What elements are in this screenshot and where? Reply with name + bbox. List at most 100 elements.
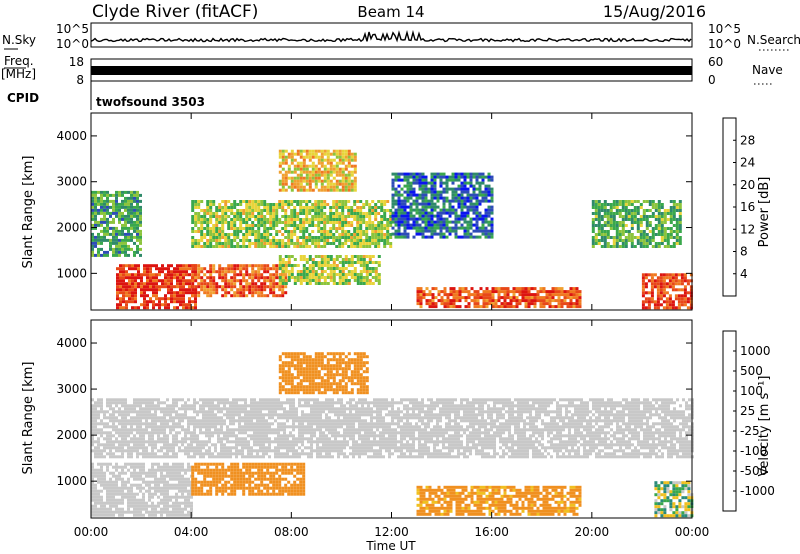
heatmap-cell [400, 205, 404, 209]
heatmap-cell [130, 217, 133, 221]
heatmap-cell [185, 306, 188, 310]
heatmap-cell [302, 176, 306, 180]
heatmap-cell [154, 468, 157, 472]
heatmap-cell [137, 282, 140, 286]
heatmap-region [391, 172, 494, 239]
heatmap-cell [269, 492, 273, 496]
heatmap-cell [457, 193, 461, 197]
heatmap-cell [203, 242, 207, 245]
heatmap-cell [478, 181, 482, 185]
heatmap-cell [149, 267, 152, 271]
heatmap-cell [675, 242, 679, 245]
heatmap-cell [233, 218, 237, 221]
heatmap-cell [290, 468, 294, 472]
heatmap-cell [491, 494, 495, 498]
heatmap-cell [100, 501, 103, 505]
heatmap-cell [251, 294, 255, 298]
heatmap-cell [245, 221, 249, 224]
heatmap-cell [452, 293, 456, 297]
heatmap-cell [242, 218, 246, 221]
heatmap-cell [206, 221, 210, 224]
heatmap-cell [671, 300, 675, 304]
heatmap-cell [427, 205, 431, 209]
heatmap-cell [251, 288, 255, 292]
heatmap-cell [457, 205, 461, 209]
heatmap-cell [278, 239, 282, 242]
heatmap-cell [248, 291, 252, 295]
heatmap-cell [418, 178, 422, 182]
heatmap-cell [422, 509, 426, 513]
heatmap-cell [143, 285, 146, 289]
heatmap-cell [209, 218, 213, 221]
heatmap-cell [272, 480, 276, 484]
heatmap-cell [206, 291, 210, 295]
heatmap-cell [654, 224, 658, 227]
heatmap-cell [662, 291, 666, 295]
heatmap-cell [173, 267, 176, 271]
heatmap-cell [154, 480, 157, 484]
heatmap-cell [572, 296, 576, 300]
heatmap-cell [451, 175, 455, 179]
heatmap-cell [377, 239, 381, 242]
heatmap-cell [314, 239, 318, 242]
heatmap-cell [353, 239, 357, 242]
heatmap-cell [133, 250, 136, 254]
heatmap-cell [665, 300, 669, 304]
heatmap-cell [461, 509, 465, 513]
noise-panel: N.Sky 10^5 10^0 10^5 10^0 N.Search [2, 22, 800, 51]
heatmap-cell [269, 215, 273, 218]
heatmap-cell [142, 465, 145, 469]
heatmap-cell [257, 227, 261, 230]
heatmap-cell [239, 477, 243, 481]
heatmap-cell [91, 431, 94, 435]
heatmap-cell [368, 239, 372, 242]
heatmap-cell [299, 155, 303, 159]
heatmap-cell [254, 288, 258, 292]
heatmap-cell [332, 158, 336, 162]
heatmap-cell [466, 193, 470, 197]
heatmap-cell [127, 501, 130, 505]
heatmap-cell [136, 196, 139, 200]
heatmap-cell [621, 206, 625, 209]
heatmap-cell [338, 203, 342, 206]
heatmap-cell [326, 221, 330, 224]
heatmap-cell [230, 270, 234, 274]
heatmap-cell [311, 173, 315, 177]
heatmap-cell [551, 305, 555, 309]
heatmap-cell [187, 465, 190, 469]
heatmap-region [91, 190, 142, 257]
heatmap-cell [191, 471, 195, 475]
heatmap-cell [299, 462, 303, 466]
heatmap-cell [251, 209, 255, 212]
heatmap-cell [293, 221, 297, 224]
heatmap-cell [347, 273, 351, 276]
heatmap-cell [427, 202, 431, 206]
heatmap-cell [275, 282, 279, 286]
heatmap-cell [254, 471, 258, 475]
heatmap-cell [308, 258, 312, 261]
heatmap-cell [454, 175, 458, 179]
heatmap-cell [572, 503, 576, 507]
heatmap-cell [254, 483, 258, 487]
heatmap-cell [490, 223, 494, 227]
heatmap-cell [103, 483, 106, 487]
heatmap-cell [106, 202, 109, 206]
heatmap-cell [305, 200, 309, 203]
heatmap-cell [542, 500, 546, 504]
heatmap-cell [130, 474, 133, 478]
heatmap-cell [115, 208, 118, 212]
heatmap-cell [347, 176, 351, 180]
heatmap-cell [494, 506, 498, 510]
heatmap-cell [627, 239, 631, 242]
heatmap-cell [215, 230, 219, 233]
heatmap-cell [181, 468, 184, 472]
heatmap-cell [233, 227, 237, 230]
heatmap-cell [386, 218, 390, 221]
heatmap-cell [299, 170, 303, 174]
heatmap-cell [476, 293, 480, 297]
heatmap-cell [206, 294, 210, 298]
heatmap-cell [560, 500, 564, 504]
heatmap-cell [621, 215, 625, 218]
heatmap-cell [124, 208, 127, 212]
colorbar-tick-label: 28 [740, 133, 755, 147]
